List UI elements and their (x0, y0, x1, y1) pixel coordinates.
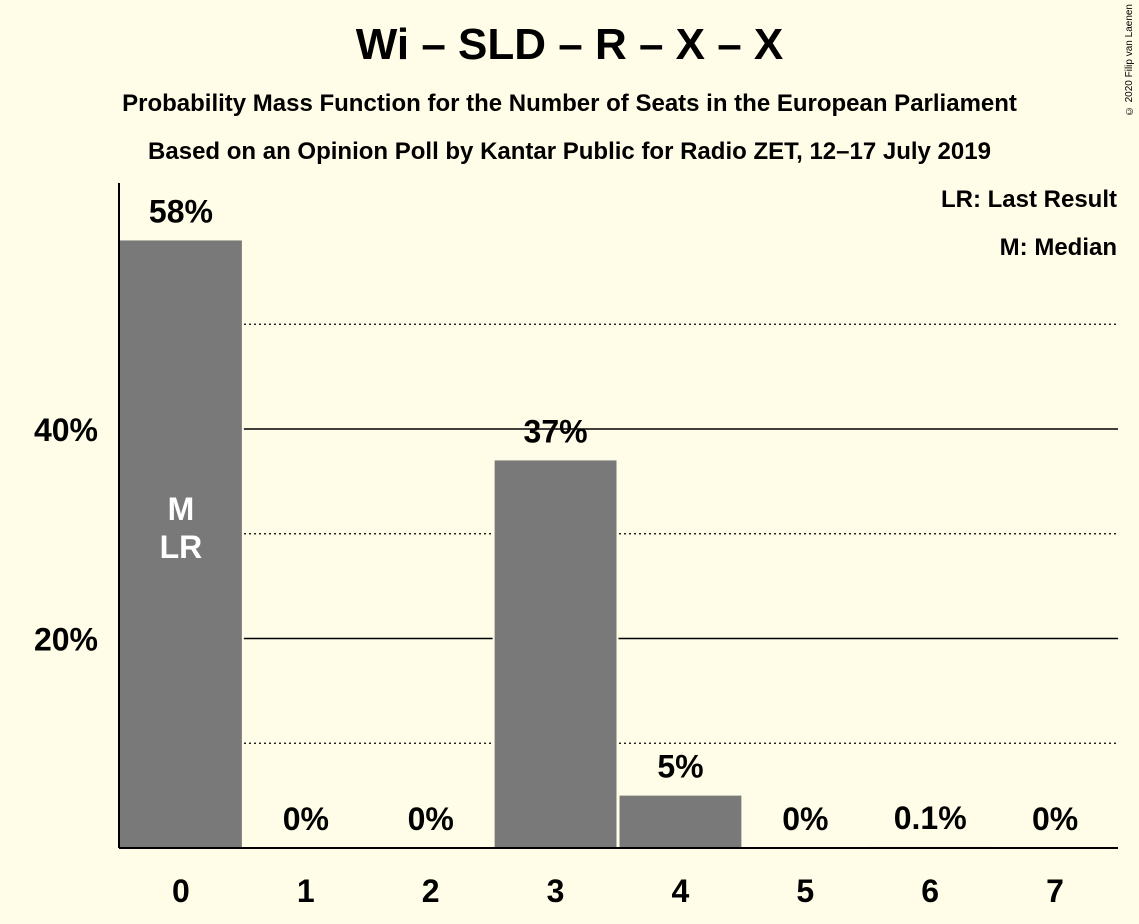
x-tick-label: 4 (672, 873, 690, 909)
x-tick-label: 1 (297, 873, 315, 909)
bar-4 (619, 795, 742, 848)
x-tick-label: 7 (1046, 873, 1064, 909)
data-label-1: 0% (283, 801, 329, 837)
data-label-0: 58% (149, 193, 213, 229)
bar-0 (120, 240, 242, 848)
legend-last-result: LR: Last Result (940, 186, 1117, 213)
x-tick-label: 3 (547, 873, 565, 909)
y-tick-label: 40% (34, 412, 98, 448)
legend-median: M: Median (999, 234, 1117, 261)
chart-subtitle: Probability Mass Function for the Number… (122, 90, 1017, 117)
x-tick-label: 6 (921, 873, 939, 909)
bar-annotation: LR (160, 529, 203, 565)
chart-title: Wi – SLD – R – X – X (355, 20, 784, 69)
data-label-3: 37% (524, 413, 588, 449)
data-label-4: 5% (657, 749, 703, 785)
x-tick-label: 0 (172, 873, 190, 909)
bar-gap (867, 844, 994, 848)
data-label-5: 0% (782, 801, 828, 837)
data-label-2: 0% (408, 801, 454, 837)
x-tick-label: 2 (422, 873, 440, 909)
data-labels: 58% 0% 0% 37% 5% 0% 0.1% 0% MLR (149, 193, 1078, 837)
bars (118, 238, 1118, 848)
bar-3 (494, 460, 617, 848)
bar-annotation: M (168, 491, 195, 527)
data-label-7: 0% (1032, 801, 1078, 837)
axes: 20% 40% 0 1 2 3 4 5 6 7 (34, 183, 1118, 909)
chart-source: Based on an Opinion Poll by Kantar Publi… (148, 138, 991, 165)
x-tick-label: 5 (796, 873, 814, 909)
y-tick-label: 20% (34, 622, 98, 658)
data-label-6: 0.1% (894, 800, 967, 836)
